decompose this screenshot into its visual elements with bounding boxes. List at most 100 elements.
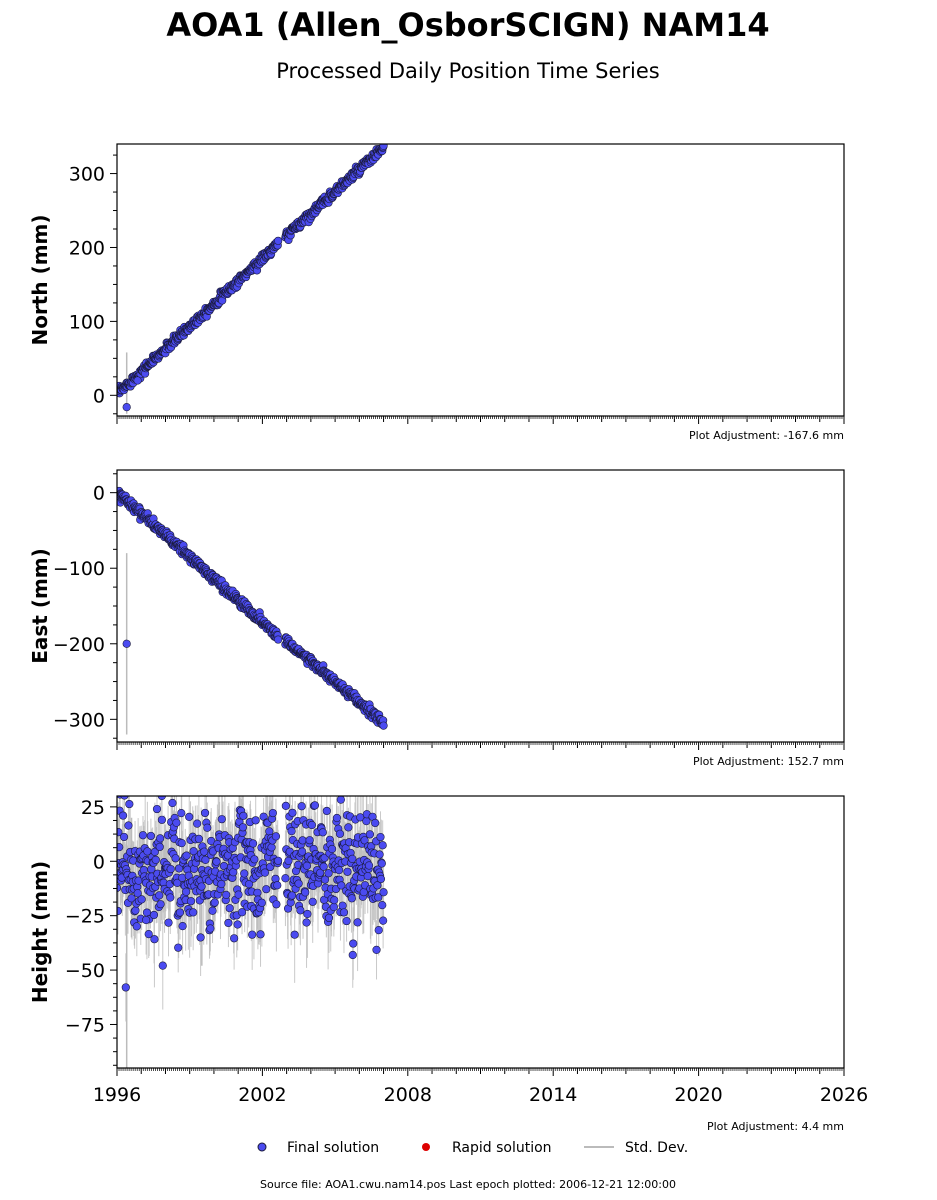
data-point (208, 906, 217, 915)
panel-0: 0 100 200 300 North (mm) Plot Adjustment: -16… (28, 143, 845, 442)
y-tick-label: 25 (81, 797, 105, 819)
series-final-solution (117, 486, 388, 735)
x-axis (116, 742, 845, 750)
data-point (335, 866, 344, 875)
chart-title: AOA1 (Allen_OsborSCIGN) NAM14 (166, 6, 769, 44)
data-point (377, 859, 386, 868)
legend-final-marker (257, 1142, 267, 1152)
data-point (239, 811, 248, 820)
data-point (307, 820, 316, 830)
data-point (119, 832, 129, 842)
data-point (193, 819, 202, 828)
data-point (141, 915, 151, 925)
data-point (210, 898, 219, 907)
series-final-solution (117, 144, 388, 414)
data-point (156, 834, 165, 843)
data-point (294, 879, 303, 888)
data-point (262, 885, 271, 894)
data-point (290, 930, 299, 939)
data-point (230, 934, 239, 943)
y-axis-label: East (mm) (28, 548, 52, 664)
data-point (152, 804, 162, 814)
data-point (343, 867, 352, 876)
data-point (177, 809, 186, 818)
y-tick-label: 300 (69, 164, 105, 186)
data-point (336, 796, 345, 804)
data-point (168, 798, 177, 808)
data-point (379, 144, 388, 150)
data-point (265, 827, 274, 836)
data-point (166, 893, 175, 902)
data-point (267, 843, 276, 852)
y-axis-label: North (mm) (28, 214, 52, 345)
panel-1: 0 −100 −200 −300 East (mm) Plot Adjustment: 1… (28, 469, 845, 768)
data-point (217, 815, 226, 824)
data-point (374, 893, 383, 902)
data-point (375, 850, 384, 859)
axes-frame (116, 469, 845, 743)
y-axis: 25 0 −25 −50 −75 (65, 797, 117, 1066)
data-point (196, 933, 205, 942)
data-point (378, 901, 387, 910)
data-point (132, 922, 141, 931)
data-point (349, 939, 358, 948)
data-point (308, 897, 317, 906)
plot-adjustment-label: Plot Adjustment: 4.4 mm (707, 1120, 844, 1133)
data-point (222, 890, 231, 900)
y-axis: 0 −100 −200 −300 (53, 473, 117, 739)
data-point (318, 828, 327, 837)
data-point (194, 834, 203, 843)
data-point (250, 855, 259, 864)
data-point (234, 890, 243, 899)
data-point (322, 806, 331, 816)
plot-adjustment-label: Plot Adjustment: -167.6 mm (689, 429, 844, 442)
data-point (155, 891, 164, 900)
y-tick-label: 100 (69, 311, 105, 333)
data-point (120, 796, 129, 800)
data-point (218, 782, 226, 790)
data-point (274, 635, 283, 644)
axes-frame (116, 143, 845, 417)
panels: 0 100 200 300 North (mm) Plot Adjustment: -16… (28, 143, 868, 1133)
x-tick-label: 1996 (93, 1084, 141, 1106)
y-tick-label: −100 (53, 558, 105, 580)
data-point (273, 881, 282, 890)
data-point (353, 918, 362, 927)
data-point (233, 920, 242, 929)
x-tick-label: 2014 (529, 1084, 577, 1106)
data-point (149, 910, 159, 920)
data-point (117, 843, 124, 852)
data-point (186, 897, 196, 906)
data-point (274, 856, 283, 865)
y-tick-label: −25 (65, 906, 105, 928)
x-tick-label: 2002 (238, 1084, 286, 1106)
data-point (302, 918, 311, 927)
y-axis-label: Height (mm) (28, 861, 52, 1003)
y-tick-label: 200 (69, 237, 105, 259)
data-point (347, 894, 356, 903)
legend-std-label: Std. Dev. (625, 1140, 688, 1156)
data-point (253, 888, 262, 897)
data-point (310, 801, 320, 810)
data-point (329, 902, 338, 912)
data-point (175, 908, 185, 917)
data-point (372, 945, 381, 954)
data-point (274, 236, 283, 245)
y-tick-label: −75 (65, 1014, 105, 1036)
data-point (240, 869, 249, 878)
data-point (133, 376, 142, 385)
data-point (178, 921, 187, 931)
y-axis: 0 100 200 300 (69, 154, 117, 415)
data-point (206, 924, 215, 933)
data-point (374, 926, 383, 935)
data-point (217, 879, 226, 889)
data-point (244, 880, 254, 889)
data-point (267, 788, 275, 796)
data-point (288, 808, 297, 817)
x-axis (116, 416, 845, 424)
data-point (150, 847, 159, 856)
data-point (260, 868, 270, 877)
data-point (212, 857, 221, 866)
data-point (144, 930, 153, 939)
data-point (298, 847, 307, 856)
